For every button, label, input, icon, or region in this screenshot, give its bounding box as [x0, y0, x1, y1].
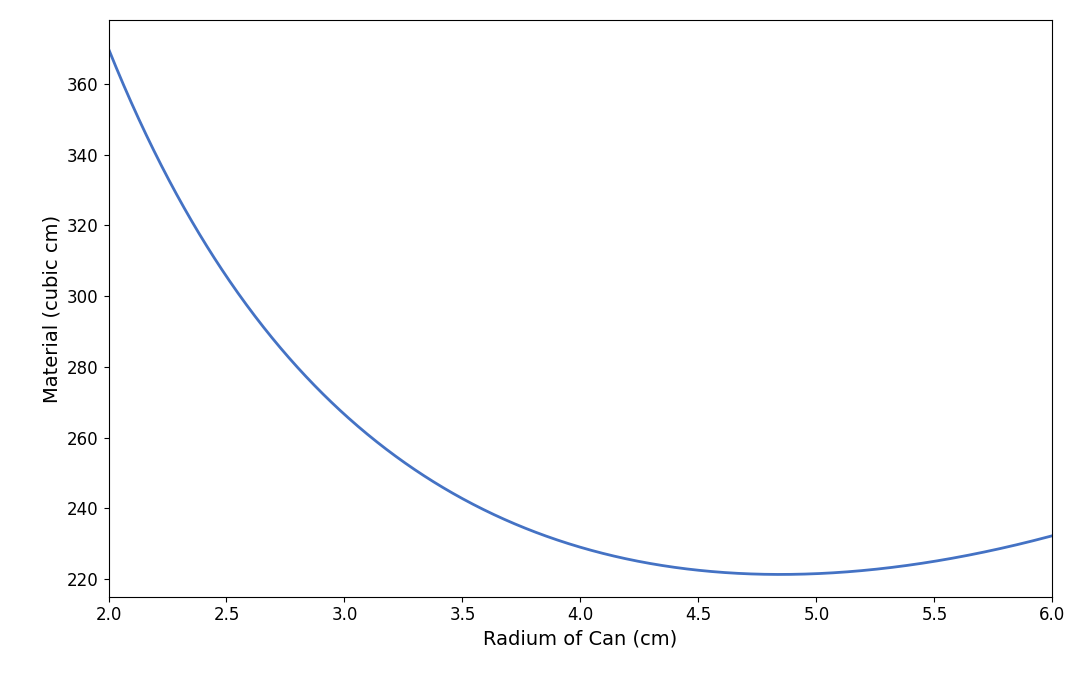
X-axis label: Radium of Can (cm): Radium of Can (cm) [483, 630, 678, 649]
Y-axis label: Material (cubic cm): Material (cubic cm) [42, 214, 62, 403]
